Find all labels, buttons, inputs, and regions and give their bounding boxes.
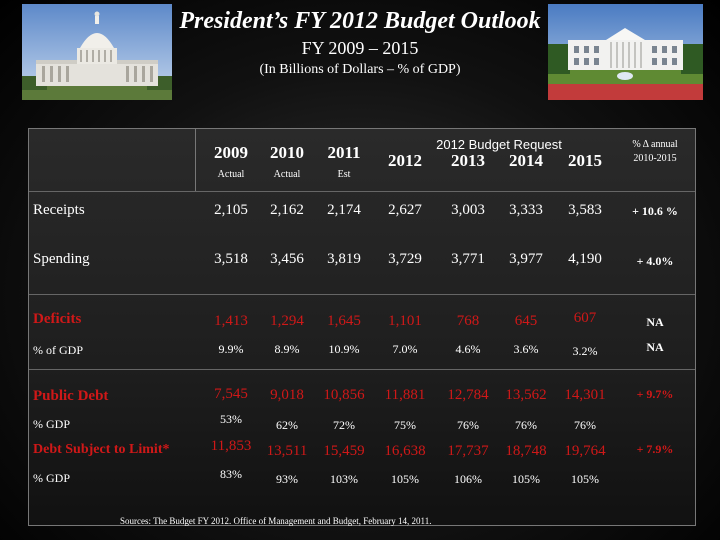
- col-2015-year: 2015: [568, 151, 602, 170]
- slide-header: President’s FY 2012 Budget Outlook FY 20…: [0, 0, 720, 110]
- cell-value: 4,190: [568, 251, 602, 267]
- cell-change: + 10.6 %: [632, 204, 678, 218]
- cell-value: 13,562: [505, 387, 547, 403]
- page-title: President’s FY 2012 Budget Outlook: [179, 8, 541, 34]
- units-note: (In Billions of Dollars – % of GDP): [259, 62, 461, 77]
- white-house-image: [548, 4, 703, 100]
- cell-value: 15,459: [323, 443, 365, 459]
- cell-value: 76%: [457, 418, 479, 432]
- cell-value: 76%: [515, 418, 537, 432]
- cell-value: 17,737: [447, 443, 489, 459]
- col-2010-note: Actual: [273, 169, 301, 180]
- cell-value: 12,784: [447, 387, 489, 403]
- col-2013-year: 2013: [451, 151, 485, 170]
- annual-change-range: 2010-2015: [633, 153, 677, 164]
- cell-value: 3,977: [509, 251, 543, 267]
- col-2014-year: 2014: [509, 151, 543, 170]
- cell-value: 16,638: [384, 443, 426, 459]
- cell-value: 607: [573, 310, 597, 326]
- cell-value: 3,729: [388, 251, 422, 267]
- row-label-public-debt: Public Debt: [33, 388, 109, 404]
- cell-value: 106%: [454, 472, 482, 486]
- source-note: Sources: The Budget FY 2012. Office of M…: [120, 516, 432, 526]
- cell-value: 2,162: [270, 202, 304, 218]
- cell-change: + 7.9%: [636, 442, 674, 456]
- cell-value: 2,105: [214, 202, 248, 218]
- cell-value: 3.6%: [513, 342, 539, 356]
- cell-value: 105%: [571, 472, 599, 486]
- col-2010-year: 2010: [270, 143, 304, 162]
- row-label-debt-limit: Debt Subject to Limit*: [33, 442, 170, 457]
- row-label-deficits: Deficits: [33, 311, 82, 327]
- cell-value: 11,881: [384, 387, 426, 403]
- cell-value: 1,101: [388, 313, 422, 329]
- cell-value: 2,174: [327, 202, 361, 218]
- cell-value: 645: [514, 313, 538, 329]
- row-label-receipts: Receipts: [33, 202, 85, 218]
- cell-value: 62%: [276, 418, 298, 432]
- cell-value: 9,018: [270, 387, 304, 403]
- cell-change: + 4.0%: [636, 254, 674, 268]
- cell-value: 72%: [333, 418, 355, 432]
- cell-value: 105%: [391, 472, 419, 486]
- table-corner-cell: [29, 129, 196, 192]
- cell-value: 11,853: [210, 438, 252, 454]
- row-label-public-debt-gdp: % GDP: [33, 417, 71, 431]
- cell-value: 3,456: [270, 251, 304, 267]
- row-divider: [29, 294, 695, 295]
- cell-value: 10.9%: [328, 342, 360, 356]
- header-divider: [29, 191, 695, 192]
- cell-value: 13,511: [266, 443, 308, 459]
- row-divider: [29, 369, 695, 370]
- cell-value: 9.9%: [218, 342, 244, 356]
- cell-value: 3,333: [509, 202, 543, 218]
- cell-value: 105%: [512, 472, 540, 486]
- cell-value: 1,645: [327, 313, 361, 329]
- cell-value: 1,294: [270, 313, 304, 329]
- col-2009-note: Actual: [217, 169, 245, 180]
- cell-change: NA: [646, 315, 664, 329]
- cell-value: 10,856: [323, 387, 365, 403]
- annual-change-label: % Δ annual: [632, 139, 678, 150]
- cell-value: 7,545: [214, 386, 248, 402]
- cell-change: + 9.7%: [636, 387, 674, 401]
- col-2011-year: 2011: [327, 143, 361, 162]
- row-label-debt-limit-gdp: % GDP: [33, 471, 71, 485]
- cell-value: 14,301: [564, 387, 606, 403]
- cell-value: 75%: [394, 418, 416, 432]
- cell-value: 768: [456, 313, 480, 329]
- col-2012-year: 2012: [388, 151, 422, 170]
- cell-change: NA: [646, 340, 664, 354]
- cell-value: 2,627: [388, 202, 422, 218]
- cell-value: 4.6%: [455, 342, 481, 356]
- cell-value: 3,583: [568, 202, 602, 218]
- budget-request-label: 2012 Budget Request: [436, 137, 562, 152]
- cell-value: 1,413: [214, 313, 248, 329]
- cell-value: 93%: [276, 472, 298, 486]
- cell-value: 3,518: [214, 251, 248, 267]
- capitol-building-image: [22, 4, 172, 100]
- cell-value: 7.0%: [392, 342, 418, 356]
- cell-value: 3.2%: [572, 344, 598, 358]
- cell-value: 76%: [574, 418, 596, 432]
- col-2009-year: 2009: [214, 143, 248, 162]
- page-subtitle: FY 2009 – 2015: [301, 38, 419, 58]
- row-label-deficits-gdp: % of GDP: [33, 343, 83, 357]
- cell-value: 19,764: [564, 443, 606, 459]
- col-2011-note: Est: [337, 169, 351, 180]
- cell-value: 83%: [220, 467, 242, 481]
- cell-value: 3,003: [451, 202, 485, 218]
- budget-table: 2009 Actual 2010 Actual 2011 Est 2012 Bu…: [28, 128, 696, 526]
- cell-value: 53%: [220, 412, 242, 426]
- cell-value: 18,748: [505, 443, 547, 459]
- cell-value: 3,771: [451, 251, 485, 267]
- row-label-spending: Spending: [33, 251, 90, 267]
- cell-value: 8.9%: [274, 342, 300, 356]
- cell-value: 3,819: [327, 251, 361, 267]
- cell-value: 103%: [330, 472, 358, 486]
